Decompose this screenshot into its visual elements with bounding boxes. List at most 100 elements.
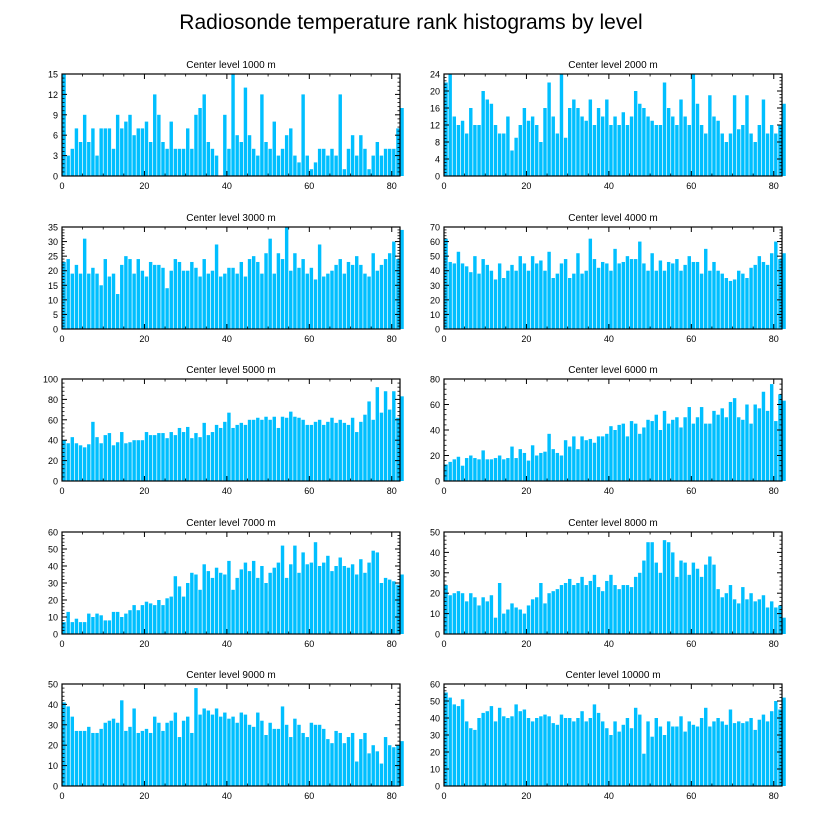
bar [198, 714, 202, 786]
bar [522, 108, 527, 176]
bar [518, 609, 522, 634]
y-tick-label: 0 [435, 325, 440, 335]
bar [103, 128, 107, 176]
bar [695, 417, 700, 481]
bar [506, 458, 510, 481]
bar [633, 423, 638, 482]
bar [231, 589, 235, 634]
bar [346, 567, 351, 634]
bar [153, 264, 157, 329]
bar [559, 585, 564, 634]
bar [239, 569, 244, 634]
bar [452, 593, 457, 634]
x-tick-label: 80 [769, 181, 779, 191]
y-tick-label: 10 [430, 609, 440, 619]
bar [206, 571, 211, 634]
bar [753, 601, 757, 634]
bar [111, 273, 116, 329]
bar [452, 263, 457, 329]
x-tick-label: 60 [686, 791, 696, 801]
bar [367, 276, 371, 329]
bar [666, 542, 671, 634]
x-tick-label: 0 [59, 639, 64, 649]
bar [530, 721, 535, 786]
bar [363, 732, 367, 786]
bar [251, 560, 256, 634]
y-tick-label: 80 [48, 395, 58, 405]
bar [448, 261, 452, 329]
bar [699, 407, 704, 481]
bar [741, 419, 745, 481]
bar [671, 726, 675, 786]
bar [745, 721, 749, 786]
x-tick-label: 0 [441, 486, 446, 496]
bar [202, 94, 206, 176]
bar [144, 601, 149, 634]
bar [646, 270, 650, 329]
bar [456, 456, 461, 481]
bar [551, 723, 555, 786]
bar [272, 273, 276, 329]
bar [342, 422, 347, 481]
bar [297, 572, 301, 634]
bar [497, 583, 502, 634]
bar [605, 263, 609, 329]
bar [666, 423, 671, 482]
bar [568, 278, 572, 329]
bar [338, 557, 342, 634]
bar [140, 440, 145, 481]
bar [173, 576, 178, 634]
bar [202, 259, 206, 329]
y-tick-label: 15 [48, 70, 58, 80]
bar [613, 721, 617, 786]
x-tick-label: 40 [604, 334, 614, 344]
bar [161, 605, 165, 634]
bar [621, 261, 626, 329]
panel-title: Center level 2000 m [568, 60, 658, 71]
bar [477, 459, 481, 481]
bar [317, 724, 322, 786]
bar [778, 394, 782, 481]
bar [605, 433, 609, 481]
bar [592, 704, 597, 786]
bar [206, 273, 211, 329]
x-tick-label: 60 [304, 334, 314, 344]
bar [140, 730, 145, 786]
bar [530, 256, 535, 329]
bar [284, 577, 289, 634]
bar [276, 562, 281, 634]
bar [497, 133, 502, 176]
x-tick-label: 20 [139, 334, 149, 344]
bar [749, 423, 753, 482]
bar [82, 622, 87, 634]
bar [444, 692, 448, 786]
bar [737, 417, 741, 481]
x-tick-label: 40 [222, 486, 232, 496]
bar [107, 620, 112, 634]
bar [563, 259, 568, 329]
bar [95, 437, 99, 481]
bar [580, 436, 584, 482]
bar [769, 384, 774, 481]
x-tick-label: 80 [387, 334, 397, 344]
bar [322, 148, 326, 176]
bar [584, 721, 588, 786]
bar [334, 155, 338, 176]
bar [584, 585, 588, 634]
bar [387, 579, 392, 634]
bar [473, 729, 477, 786]
y-tick-label: 20 [430, 589, 440, 599]
bar [633, 707, 638, 786]
bar [716, 120, 720, 176]
bar [712, 261, 716, 329]
bar [223, 114, 227, 176]
bar [638, 714, 642, 786]
bar [724, 593, 729, 634]
bar [186, 270, 190, 329]
y-tick-label: 50 [430, 528, 440, 538]
bar [460, 465, 465, 481]
bar [765, 264, 770, 329]
bar [609, 735, 613, 786]
bar [256, 712, 260, 786]
bar [206, 142, 211, 176]
